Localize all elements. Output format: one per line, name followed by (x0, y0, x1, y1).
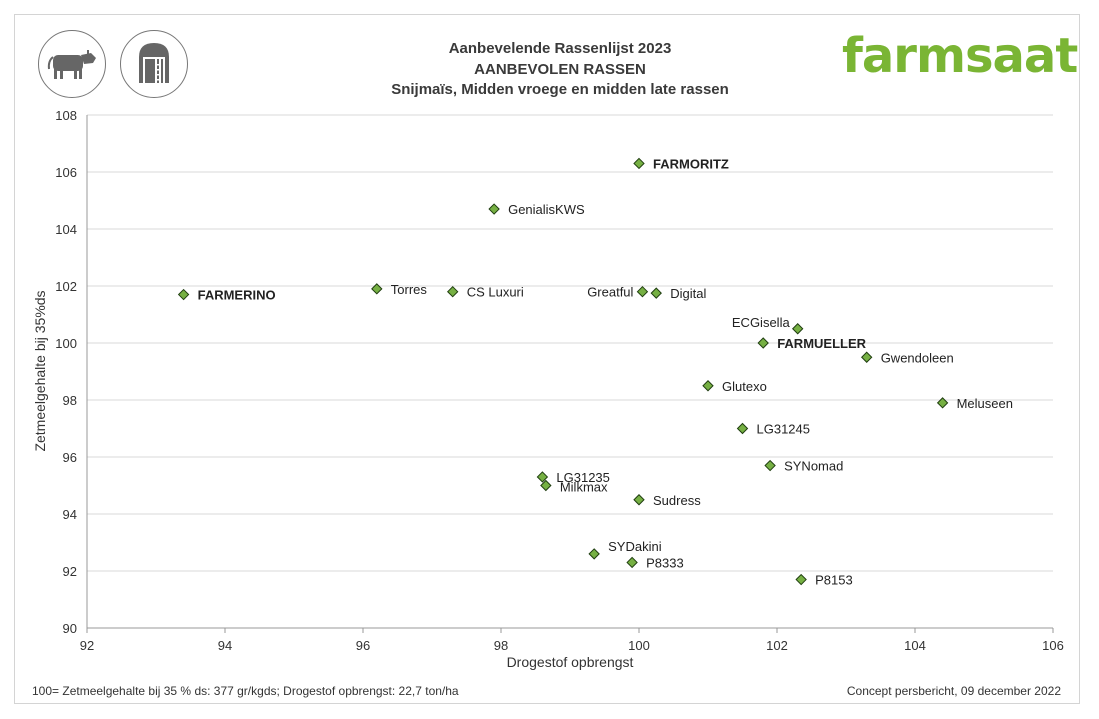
footnote: 100= Zetmeelgehalte bij 35 % ds: 377 gr/… (32, 684, 459, 698)
y-tick-label: 106 (55, 165, 77, 180)
x-tick-label: 104 (904, 638, 926, 653)
data-point-label: SYDakini (608, 539, 662, 554)
data-point-label: ECGisella (732, 315, 791, 330)
data-point-label: Digital (670, 286, 706, 301)
chart-title: Aanbevelende Rassenlijst 2023 (448, 40, 672, 57)
data-point-marker (536, 471, 549, 483)
data-point-label: Gwendoleen (881, 350, 954, 365)
data-point-label: LG31245 (757, 422, 811, 437)
x-tick-label: 100 (628, 638, 650, 653)
data-point-marker (626, 556, 638, 569)
chart-subtitle: AANBEVOLEN RASSEN (474, 61, 646, 78)
x-tick-label: 102 (766, 638, 788, 653)
y-tick-label: 94 (63, 507, 77, 522)
data-point-marker (488, 203, 500, 215)
data-point-marker (650, 287, 662, 299)
y-tick-label: 104 (55, 222, 77, 237)
data-point-label: Sudress (653, 493, 701, 508)
data-point-marker (860, 351, 873, 363)
chart-subtitle-2: Snijmaïs, Midden vroege en midden late r… (391, 81, 729, 98)
data-point-marker (757, 337, 769, 349)
x-tick-label: 106 (1042, 638, 1064, 653)
y-tick-label: 108 (55, 108, 77, 123)
data-point-marker (588, 548, 600, 560)
data-point-label: Milkmax (560, 480, 608, 495)
data-point-marker (791, 323, 804, 335)
data-point-label: Torres (391, 282, 428, 297)
cow-icon (38, 30, 106, 98)
y-tick-label: 90 (63, 621, 77, 636)
data-point-label: GenialisKWS (508, 202, 585, 217)
y-tick-label: 100 (55, 336, 77, 351)
data-point-marker (764, 459, 776, 472)
data-point-label: P8333 (646, 555, 684, 570)
data-point-marker (446, 285, 459, 298)
data-point-label: CS Luxuri (467, 285, 524, 300)
data-point-label: FARMUELLER (777, 336, 866, 351)
x-tick-label: 92 (80, 638, 94, 653)
x-axis-label: Drogestof opbrengst (507, 654, 634, 670)
y-tick-label: 98 (63, 393, 77, 408)
y-tick-label: 96 (63, 450, 77, 465)
data-point-marker (540, 479, 552, 492)
data-point-marker (371, 283, 383, 295)
data-point-marker (736, 422, 749, 435)
x-tick-label: 94 (218, 638, 232, 653)
data-point-marker (177, 288, 190, 301)
data-point-marker (936, 397, 949, 409)
data-point-label: LG31235 (556, 470, 610, 485)
data-point-label: FARMORITZ (653, 156, 729, 171)
data-point-marker (633, 157, 645, 170)
y-tick-label: 102 (55, 279, 77, 294)
y-tick-label: 92 (63, 564, 77, 579)
data-point-marker (636, 285, 649, 298)
data-point-marker (702, 380, 714, 392)
data-point-label: Glutexo (722, 379, 767, 394)
brand-logo: farmsaat (842, 28, 1078, 84)
data-point-label: FARMERINO (198, 288, 276, 303)
data-point-marker (633, 494, 645, 506)
data-point-label: SYNomad (784, 459, 843, 474)
data-point-label: Meluseen (957, 396, 1013, 411)
data-point-marker (795, 573, 807, 586)
grid (87, 114, 1053, 629)
data-point-label: P8153 (815, 573, 853, 588)
axes (86, 115, 1054, 633)
data-points: FARMORITZ GenialisKWS FARMERINO Torres CS Lu… (177, 156, 1013, 588)
chart-frame (14, 14, 1080, 704)
x-tick-label: 96 (356, 638, 370, 653)
silo-icon (120, 30, 188, 98)
y-axis-label: Zetmeelgehalte bij 35%ds (32, 290, 48, 451)
press-note: Concept persbericht, 09 december 2022 (846, 684, 1061, 698)
x-tick-label: 98 (494, 638, 508, 653)
data-point-label: Greatful (587, 285, 633, 300)
